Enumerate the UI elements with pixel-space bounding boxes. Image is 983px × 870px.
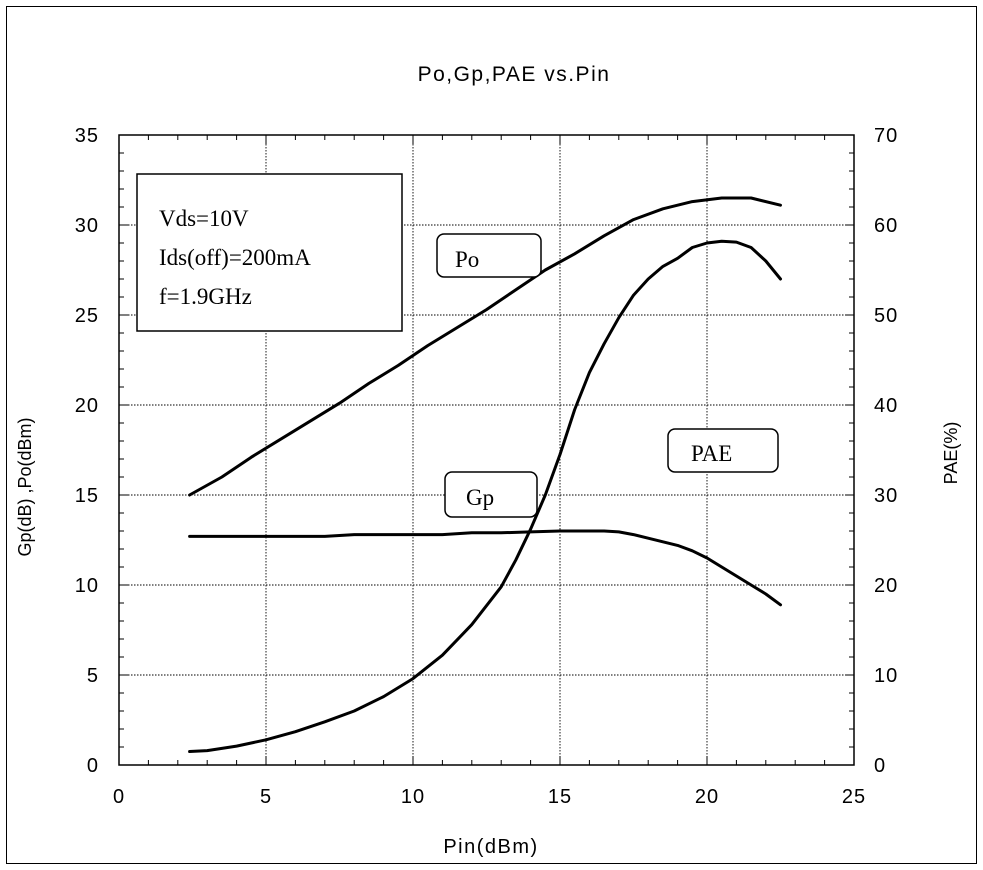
y-tick-label: 30: [75, 215, 99, 237]
y-tick-labels: 0 5 10 15 20 25 30 35: [75, 125, 99, 777]
x-tick-label: 15: [548, 786, 572, 808]
y2-tick-label: 50: [874, 305, 898, 327]
series-line-po: [188, 196, 782, 497]
chart-frame: Po,Gp,PAE vs.Pin 0 5 10 15 20 25 0 5 10 15 20 25 30…: [6, 6, 977, 864]
y2-axis-label: PAE(%): [941, 422, 961, 485]
callout-gp-box: [444, 471, 538, 518]
y-tick-label: 0: [87, 755, 99, 777]
conditions-box: Vds=10V Ids(off)=200mA f=1.9GHz: [136, 173, 403, 332]
condition-ids: Ids(off)=200mA: [159, 245, 311, 270]
callout-pae-label: PAE: [691, 441, 732, 466]
callout-po-box: [436, 233, 542, 278]
callout-po-label: Po: [455, 247, 479, 272]
callout-gp-label: Gp: [466, 485, 494, 510]
x-tick-label: 0: [113, 786, 125, 808]
condition-freq: f=1.9GHz: [159, 284, 252, 309]
y-tick-label: 35: [75, 125, 99, 147]
condition-vds: Vds=10V: [159, 206, 249, 231]
y-tick-label: 5: [87, 665, 99, 687]
conditions-box-border: [136, 173, 403, 332]
y-axis-label: Gp(dB) ,Po(dBm): [15, 417, 35, 556]
plot-border: [118, 134, 855, 766]
callout-pae-box: [667, 428, 779, 473]
callout-gp: Gp: [444, 471, 538, 518]
chart-title: Po,Gp,PAE vs.Pin: [418, 63, 611, 86]
series-line-gp: [188, 529, 782, 607]
y2-tick-label: 60: [874, 215, 898, 237]
x-axis-label: Pin(dBm): [443, 836, 538, 858]
x-tick-labels: 0 5 10 15 20 25: [113, 786, 866, 808]
y-tick-label: 25: [75, 305, 99, 327]
y2-tick-label: 40: [874, 395, 898, 417]
y2-tick-label: 0: [874, 755, 886, 777]
callout-po: Po: [436, 233, 542, 278]
y-tick-label: 10: [75, 575, 99, 597]
x-tick-label: 10: [401, 786, 425, 808]
callout-pae: PAE: [667, 428, 779, 473]
chart-svg: Po,Gp,PAE vs.Pin 0 5 10 15 20 25 0 5 10 15 20 25 30…: [15, 63, 961, 858]
x-tick-label: 5: [260, 786, 272, 808]
y-tick-label: 20: [75, 395, 99, 417]
series-line-pae: [188, 239, 782, 753]
y2-tick-labels: 0 10 20 30 40 50 60 70: [874, 125, 898, 777]
x-tick-label: 20: [695, 786, 719, 808]
y-tick-label: 15: [75, 485, 99, 507]
y2-tick-label: 10: [874, 665, 898, 687]
x-tick-label: 25: [842, 786, 866, 808]
y2-tick-label: 30: [874, 485, 898, 507]
series-layer: [188, 196, 782, 753]
y2-tick-label: 70: [874, 125, 898, 147]
y2-tick-label: 20: [874, 575, 898, 597]
